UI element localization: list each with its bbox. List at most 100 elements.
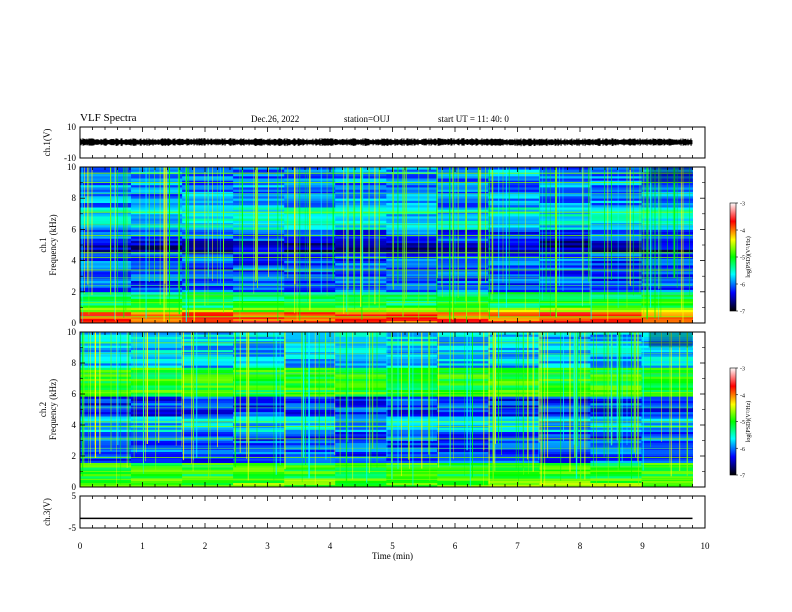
colorbar-tick-label: -7	[740, 474, 745, 480]
spectrogram-cell	[641, 409, 693, 413]
spectrogram-cell	[641, 347, 693, 351]
spectrogram-cell	[284, 438, 336, 441]
spectrogram-cell	[233, 262, 285, 266]
spectrogram-cell	[284, 332, 336, 335]
x-tick-label: 7	[515, 541, 520, 551]
spectrogram-cell	[284, 356, 336, 359]
spectrogram-cell	[539, 405, 591, 408]
spectrogram-cell	[80, 356, 132, 359]
spectrogram-cell	[386, 413, 438, 417]
spectrogram-cell	[539, 367, 591, 370]
spectrogram-cell	[386, 231, 438, 235]
x-tick-label: 0	[78, 541, 83, 551]
spectrogram-cell	[80, 236, 132, 239]
spectrogram-cell	[590, 189, 642, 192]
spectrogram-cell	[386, 282, 438, 286]
spectrogram-cell	[539, 338, 591, 342]
spectrogram-cell	[233, 365, 285, 368]
spectrogram-cell	[590, 262, 642, 266]
spectrogram-cell	[131, 169, 183, 172]
spectrogram-cell	[590, 202, 642, 206]
spectrogram-cell	[437, 449, 489, 452]
spectrogram-cell	[80, 398, 132, 401]
spectrogram-cell	[80, 242, 132, 246]
spectrogram-cell	[131, 429, 183, 432]
spectrogram-cell	[80, 382, 132, 386]
spectrogram-cell	[335, 394, 387, 397]
spectrogram-cell	[590, 265, 642, 268]
y-tick-label: 8	[72, 358, 77, 368]
spectrogram-cell	[182, 349, 234, 353]
spectrogram-cell	[590, 267, 642, 270]
spectrogram-cell	[386, 389, 438, 393]
spectrogram-cell	[284, 413, 336, 417]
spectrogram-cell	[437, 291, 489, 295]
spectrogram-cell	[233, 380, 285, 384]
x-tick-label: 1	[140, 541, 145, 551]
spectrogram-cell	[590, 238, 642, 241]
x-tick-label: 8	[578, 541, 583, 551]
spectrogram-cell	[488, 396, 540, 399]
spectrogram-cell	[80, 396, 132, 399]
spectrogram-cell	[335, 484, 387, 488]
spectrogram-cell	[386, 193, 438, 197]
spectrogram-cell	[539, 416, 591, 419]
spectrogram-cell	[182, 449, 234, 452]
spectrogram-cell	[233, 265, 285, 268]
spectrogram-cell	[386, 332, 438, 335]
spectrogram-cell	[284, 449, 336, 452]
spectrogram-cell	[488, 336, 540, 339]
spectrogram-cell	[80, 213, 132, 217]
spectrogram-cell	[80, 189, 132, 192]
spectrogram-cell	[539, 464, 591, 468]
spectrogram-cell	[131, 449, 183, 452]
spectrogram-cell	[641, 411, 693, 415]
spectrogram-cell	[590, 416, 642, 419]
spectrogram-cell	[539, 351, 591, 355]
spectrogram-cell	[233, 182, 285, 186]
spectrogram-cell	[131, 298, 183, 302]
spectrogram-cell	[641, 318, 693, 322]
spectrogram-cell	[590, 482, 642, 486]
spectrogram-cell	[437, 289, 489, 293]
spectrogram-cell	[335, 411, 387, 415]
spectrogram-cell	[80, 287, 132, 290]
spectrogram-cell	[488, 411, 540, 415]
spectrogram-cell	[488, 385, 540, 388]
spectrogram-cell	[80, 376, 132, 379]
spectrogram-cell	[80, 218, 132, 221]
spectrogram-cell	[437, 265, 489, 268]
spectrogram-cell	[182, 351, 234, 355]
spectrogram-cell	[131, 343, 183, 346]
spectrogram-cell	[386, 169, 438, 172]
spectrogram-cell	[386, 433, 438, 437]
spectrogram-cell	[488, 416, 540, 419]
spectrogram-cell	[80, 431, 132, 435]
spectrogram-cell	[233, 354, 285, 357]
spectrogram-cell	[488, 280, 540, 284]
spectrogram-cell	[80, 262, 132, 266]
spectrogram-cell	[437, 267, 489, 270]
spectrogram-cell	[233, 405, 285, 408]
spectrogram-cell	[641, 440, 693, 444]
y-tick-label: 2	[72, 451, 77, 461]
y-tick-label: 4	[72, 420, 77, 430]
spectrogram-cell	[80, 233, 132, 237]
spectrogram-cell	[284, 320, 336, 324]
spectrogram-cell	[80, 471, 132, 475]
spectrogram-cell	[131, 224, 183, 228]
spectrogram-cell	[80, 184, 132, 188]
spectrogram-cell	[386, 262, 438, 266]
spectrogram-cell	[539, 451, 591, 455]
spectrogram-cell	[335, 343, 387, 346]
spectrogram-cell	[590, 471, 642, 475]
spectrogram-cell	[488, 198, 540, 201]
spectrogram-cell	[284, 422, 336, 426]
spectrogram-cell	[590, 314, 642, 317]
spectrogram-cell	[437, 405, 489, 408]
spectrogram-cell	[641, 482, 693, 486]
spectrogram-cell	[335, 409, 387, 413]
spectrogram-cell	[641, 300, 693, 304]
spectrogram-cell	[131, 358, 183, 362]
spectrogram-cell	[335, 369, 387, 373]
